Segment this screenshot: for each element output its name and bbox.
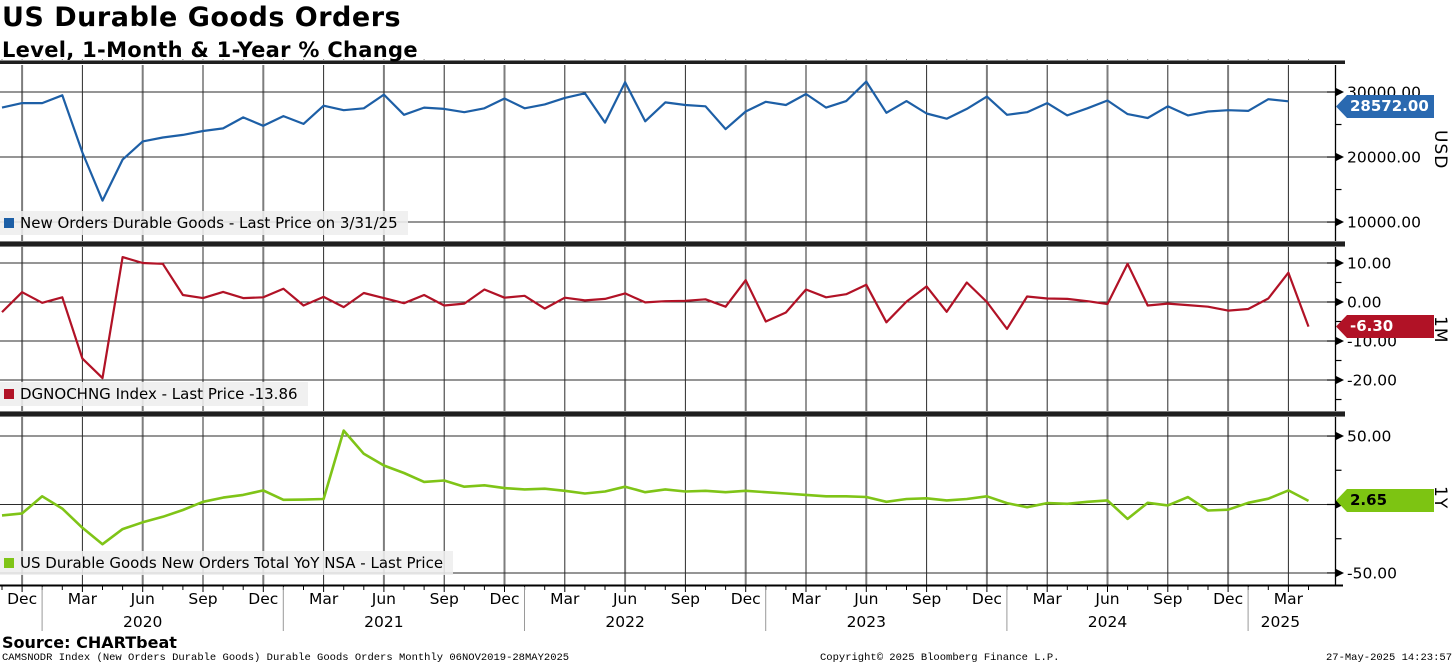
last-price-badge-level[interactable]: 28572.00 [1336, 95, 1434, 118]
panel-separator-2 [0, 411, 1345, 417]
svg-text:-20.00: -20.00 [1347, 372, 1397, 390]
legend-1m-label: DGNOCHNG Index - Last Price -13.86 [20, 385, 298, 403]
svg-text:20000.00: 20000.00 [1347, 149, 1421, 167]
axis-title-1y: 1Y [1430, 486, 1450, 510]
svg-text:Jun: Jun [1094, 590, 1119, 608]
copyright-line: Copyright© 2025 Bloomberg Finance L.P. [820, 652, 1060, 664]
svg-text:Jun: Jun [853, 590, 878, 608]
svg-text:50.00: 50.00 [1347, 428, 1391, 446]
svg-text:Sep: Sep [1153, 590, 1182, 608]
svg-text:Sep: Sep [430, 590, 459, 608]
svg-text:Mar: Mar [309, 590, 339, 608]
svg-text:2022: 2022 [605, 613, 644, 631]
svg-text:-50.00: -50.00 [1347, 564, 1397, 582]
legend-1y-label: US Durable Goods New Orders Total YoY NS… [20, 554, 444, 572]
axis-title-usd: USD [1430, 130, 1450, 170]
svg-text:Dec: Dec [731, 590, 761, 608]
source-label: Source: CHARTbeat [2, 633, 177, 652]
svg-text:2024: 2024 [1088, 613, 1127, 631]
svg-text:Sep: Sep [188, 590, 217, 608]
svg-text:Jun: Jun [371, 590, 396, 608]
svg-text:10000.00: 10000.00 [1347, 214, 1421, 232]
svg-text:Mar: Mar [550, 590, 580, 608]
legend-1m-change[interactable]: DGNOCHNG Index - Last Price -13.86 [0, 382, 308, 406]
timestamp: 27-May-2025 14:23:57 [1325, 652, 1452, 664]
legend-swatch-green-icon [4, 558, 14, 568]
last-price-badge-1y[interactable]: 2.65 [1336, 489, 1434, 512]
svg-text:Dec: Dec [972, 590, 1002, 608]
svg-text:Sep: Sep [912, 590, 941, 608]
svg-text:Mar: Mar [1033, 590, 1063, 608]
svg-text:Dec: Dec [7, 590, 37, 608]
svg-text:2020: 2020 [123, 613, 162, 631]
svg-text:Mar: Mar [68, 590, 98, 608]
svg-text:2025: 2025 [1261, 613, 1300, 631]
legend-level-label: New Orders Durable Goods - Last Price on… [20, 214, 398, 232]
svg-text:Sep: Sep [671, 590, 700, 608]
legend-swatch-blue-icon [4, 218, 14, 228]
svg-text:0.00: 0.00 [1347, 294, 1382, 312]
axis-title-1m: 1M [1430, 316, 1450, 344]
svg-text:Jun: Jun [612, 590, 637, 608]
svg-text:Jun: Jun [130, 590, 155, 608]
legend-swatch-red-icon [4, 389, 14, 399]
last-price-badge-1m[interactable]: -6.30 [1336, 315, 1434, 338]
svg-text:Dec: Dec [1213, 590, 1243, 608]
svg-text:2021: 2021 [364, 613, 403, 631]
svg-text:Mar: Mar [1274, 590, 1304, 608]
svg-text:10.00: 10.00 [1347, 254, 1391, 272]
svg-text:2023: 2023 [847, 613, 886, 631]
ticker-meta-line: CAMSNODR Index (New Orders Durable Goods… [2, 652, 570, 664]
legend-1y-change[interactable]: US Durable Goods New Orders Total YoY NS… [0, 551, 454, 575]
page-subtitle: Level, 1-Month & 1-Year % Change [2, 38, 418, 62]
panel-separator-1 [0, 241, 1345, 247]
legend-level[interactable]: New Orders Durable Goods - Last Price on… [0, 211, 408, 235]
svg-text:Mar: Mar [791, 590, 821, 608]
page-title: US Durable Goods Orders [2, 2, 402, 33]
svg-text:Dec: Dec [490, 590, 520, 608]
panel-top-border [0, 60, 1345, 64]
svg-text:Dec: Dec [248, 590, 278, 608]
